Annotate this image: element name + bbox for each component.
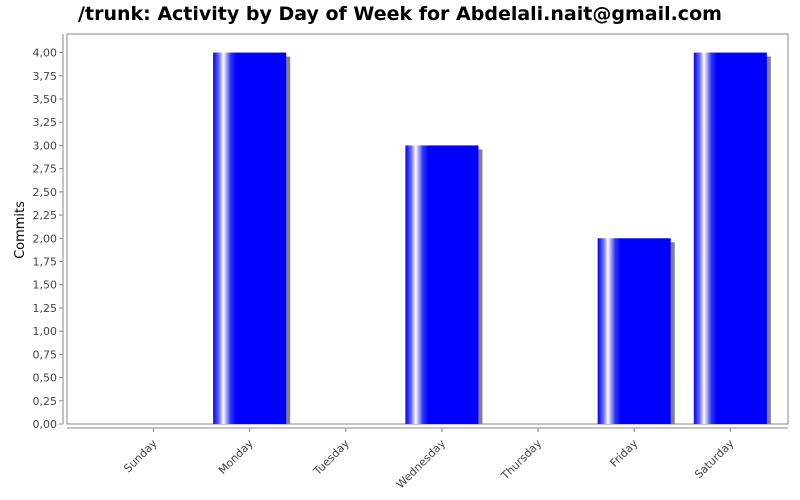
x-tick-label: Monday: [216, 437, 256, 477]
y-tick-label: 4,00: [33, 47, 58, 60]
bars-group: [213, 52, 771, 424]
y-tick-label: 1,50: [33, 279, 58, 292]
y-tick-label: 1,25: [33, 302, 58, 315]
x-axis: Sunday Monday Tuesday Wednesday Thursday Frid…: [67, 427, 788, 492]
x-tick-label: Wednesday: [394, 437, 449, 492]
x-tick-label: Saturday: [692, 437, 737, 482]
y-tick-label: 3,00: [33, 139, 58, 152]
y-tick-label: 1,75: [33, 256, 58, 269]
chart-title: /trunk: Activity by Day of Week for Abde…: [78, 3, 722, 25]
x-tick-label: Thursday: [498, 437, 544, 483]
x-tick-label: Friday: [608, 437, 641, 470]
y-tick-label: 3,75: [33, 70, 58, 83]
y-tick-label: 2,00: [33, 232, 58, 245]
y-tick-label: 0,75: [33, 348, 58, 361]
y-axis-label: Commits: [13, 201, 28, 259]
y-tick-label: 1,00: [33, 325, 58, 338]
x-tick-label: Tuesday: [310, 437, 352, 479]
x-tick-label: Sunday: [121, 437, 160, 476]
bar-monday: [213, 52, 287, 424]
bar-wednesday: [405, 145, 479, 424]
y-tick-label: 3,50: [33, 93, 58, 106]
bar-friday: [597, 238, 671, 424]
y-tick-label: 3,25: [33, 116, 58, 129]
y-tick-label: 2,25: [33, 209, 58, 222]
y-tick-label: 0,25: [33, 395, 58, 408]
y-tick-label: 0,00: [33, 418, 58, 431]
y-tick-label: 0,50: [33, 372, 58, 385]
y-axis: 0,00 0,25 0,50 0,75 1,00 1,25 1,50 1,75 2,00 2,25…: [33, 34, 64, 431]
bar-saturday: [693, 52, 767, 424]
y-tick-label: 2,50: [33, 186, 58, 199]
y-tick-label: 2,75: [33, 163, 58, 176]
